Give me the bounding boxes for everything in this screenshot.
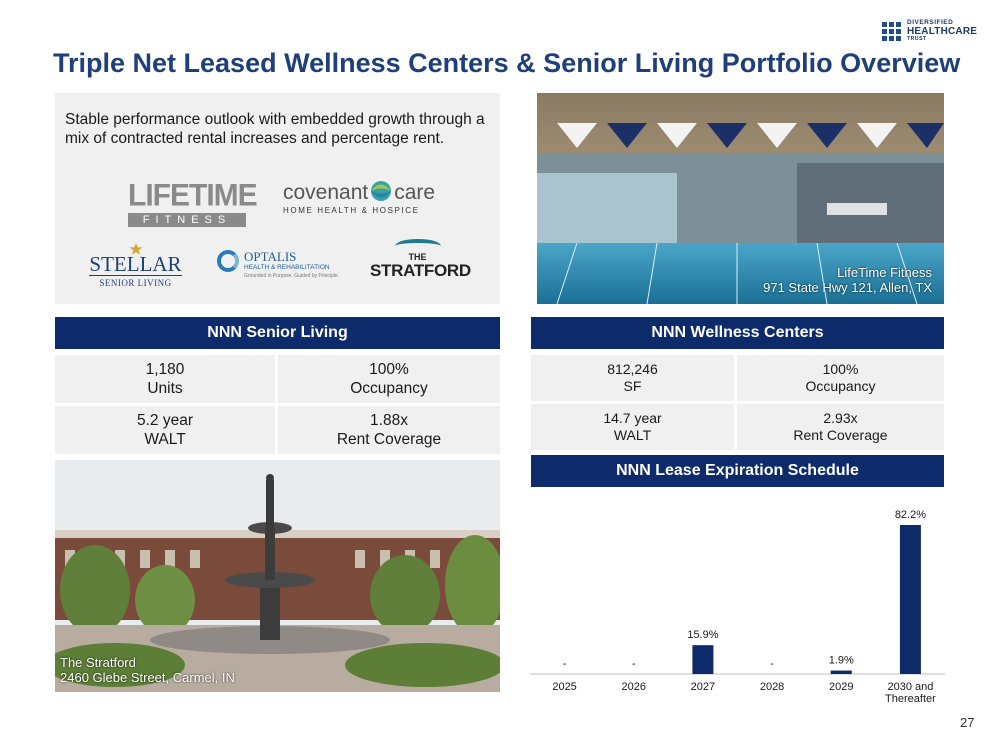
data-label-2026: - xyxy=(632,658,636,670)
wellness-centers-header: NNN Wellness Centers xyxy=(531,317,944,349)
bar-2030 xyxy=(899,525,921,674)
covenant-care-logo: covenant care HOME HEALTH & HOSPICE xyxy=(283,181,436,215)
bar-2027 xyxy=(692,645,714,674)
data-label-2030: 82.2% xyxy=(895,509,926,521)
data-label-2028: - xyxy=(770,658,774,670)
company-logo: DIVERSIFIED HEALTHCARE TRUST xyxy=(882,18,992,48)
lease-expiration-header: NNN Lease Expiration Schedule xyxy=(531,455,944,487)
data-label-2029: 1.9% xyxy=(829,655,854,667)
wellness-rent-coverage: 2.93x Rent Coverage xyxy=(737,404,944,450)
senior-living-occupancy: 100% Occupancy xyxy=(278,355,500,403)
page-number: 27 xyxy=(960,715,975,730)
lifetime-fitness-logo: LIFETIME FITNESS xyxy=(128,178,258,227)
page-title: Triple Net Leased Wellness Centers & Sen… xyxy=(53,48,961,78)
senior-living-units: 1,180 Units xyxy=(55,355,275,403)
senior-living-rent-coverage: 1.88x Rent Coverage xyxy=(278,406,500,454)
data-label-2025: - xyxy=(563,658,567,670)
intro-text: Stable performance outlook with embedded… xyxy=(65,111,485,147)
bar-2029 xyxy=(830,670,852,674)
tick-label-2028: 2028 xyxy=(760,681,784,693)
wellness-sf: 812,246 SF xyxy=(531,355,734,401)
tick-label-2029: 2029 xyxy=(829,681,853,693)
logo-mark-icon xyxy=(882,22,902,44)
logo-line-3: TRUST xyxy=(907,35,927,42)
tick-label-2027: 2027 xyxy=(691,681,715,693)
senior-living-header: NNN Senior Living xyxy=(55,317,500,349)
stratford-photo-caption: The Stratford 2460 Glebe Street, Carmel,… xyxy=(60,655,235,685)
tick-label-2030: 2030 and xyxy=(887,681,933,693)
wellness-walt: 14.7 year WALT xyxy=(531,404,734,450)
stratford-wave-icon xyxy=(394,239,441,253)
optalis-logo: OPTALIS HEALTH & REHABILITATION Grounded… xyxy=(217,250,342,280)
wellness-occupancy: 100% Occupancy xyxy=(737,355,944,401)
logo-line-1: DIVERSIFIED xyxy=(907,19,954,26)
covenant-mark-icon xyxy=(371,181,392,201)
star-icon xyxy=(129,243,142,255)
lease-expiration-chart-svg: - 2025 - 2026 15.9% 2027 - 2028 1.9% 2029 82.2% 203… xyxy=(530,509,945,705)
the-stratford-logo: THE STRATFORD xyxy=(370,239,471,283)
fitness-photo-caption: LifeTime Fitness 971 State Hwy 121, Alle… xyxy=(763,265,932,295)
stellar-senior-living-logo: STELLAR SENIOR LIVING xyxy=(83,243,188,289)
data-label-2027: 15.9% xyxy=(687,629,718,641)
optalis-mark-icon xyxy=(217,250,239,272)
tick-label-2026: 2026 xyxy=(622,681,646,693)
tick-label-2025: 2025 xyxy=(552,681,576,693)
logo-line-2: HEALTHCARE xyxy=(907,25,978,37)
intro-panel: Stable performance outlook with embedded… xyxy=(55,93,500,304)
senior-living-walt: 5.2 year WALT xyxy=(55,406,275,454)
lease-expiration-chart: - 2025 - 2026 15.9% 2027 - 2028 1.9% 2029 82.2% 203… xyxy=(530,495,945,715)
tick-label-2030-line2: Thereafter xyxy=(885,693,936,705)
stratford-photo: The Stratford 2460 Glebe Street, Carmel,… xyxy=(55,460,500,692)
lifetime-fitness-photo: LifeTime Fitness 971 State Hwy 121, Alle… xyxy=(537,93,944,304)
